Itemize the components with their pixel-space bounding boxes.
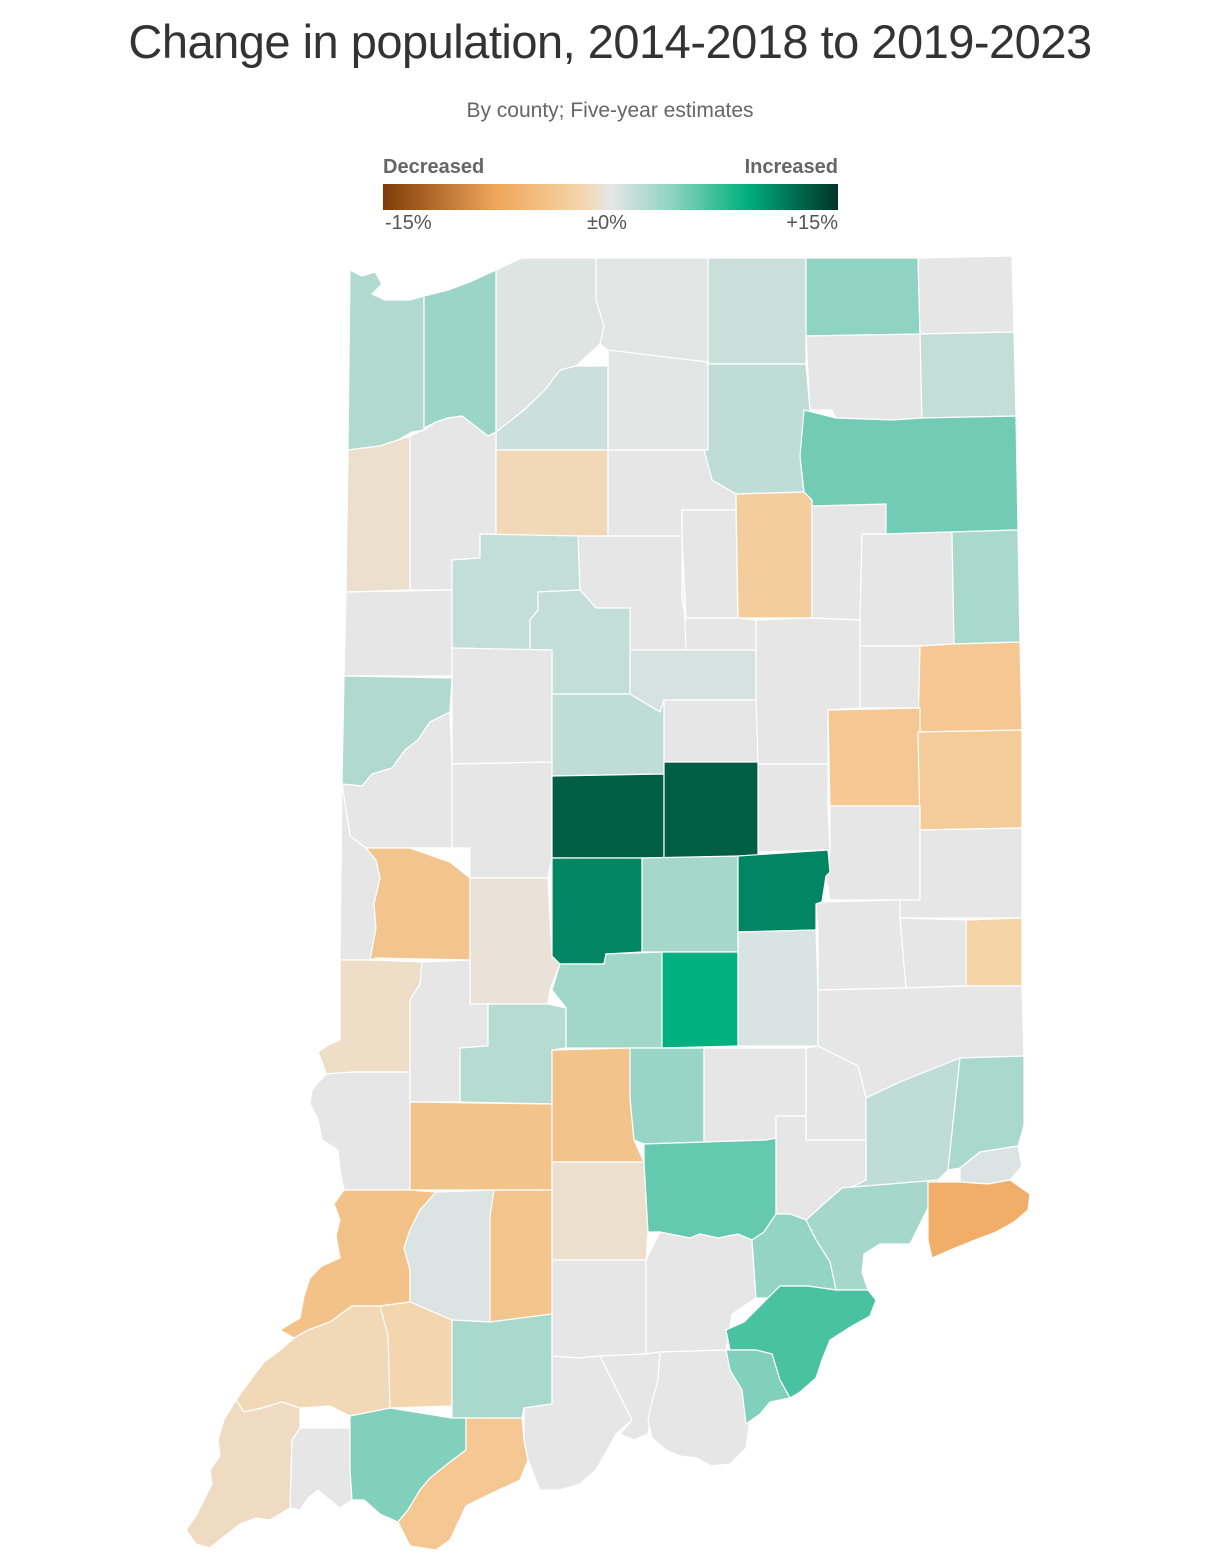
county-porter bbox=[423, 269, 497, 437]
county-blackford bbox=[859, 645, 921, 709]
county-putnam bbox=[469, 877, 561, 1005]
county-delaware bbox=[827, 707, 921, 807]
county-st-joseph bbox=[595, 257, 709, 363]
county-jackson bbox=[643, 1137, 777, 1241]
county-clinton bbox=[551, 693, 665, 777]
county-randolph bbox=[917, 729, 1023, 831]
county-jay bbox=[917, 641, 1023, 733]
county-kosciusko bbox=[703, 363, 811, 495]
legend-tick-max: +15% bbox=[786, 212, 838, 234]
county-noble bbox=[805, 333, 923, 421]
county-sullivan bbox=[309, 1071, 411, 1191]
county-vigo bbox=[317, 959, 423, 1075]
county-posey bbox=[185, 1398, 301, 1549]
county-brown bbox=[629, 1047, 705, 1145]
county-montgomery bbox=[451, 761, 553, 879]
map-subtitle: By county; Five-year estimates bbox=[466, 99, 754, 122]
county-greene bbox=[409, 1101, 553, 1191]
county-steuben bbox=[917, 255, 1015, 335]
county-layer bbox=[185, 255, 1031, 1551]
county-adams bbox=[951, 529, 1021, 645]
county-lake bbox=[347, 269, 425, 451]
county-benton bbox=[343, 589, 453, 677]
county-tipton bbox=[663, 699, 759, 763]
county-shelby bbox=[737, 929, 819, 1047]
county-pulaski bbox=[495, 449, 609, 537]
county-union bbox=[899, 917, 967, 989]
map-title: Change in population, 2014-2018 to 2019-… bbox=[128, 15, 1092, 68]
county-hendricks bbox=[551, 857, 643, 965]
indiana-county-map bbox=[185, 255, 1031, 1551]
county-newton bbox=[345, 435, 411, 593]
county-vanderburgh bbox=[289, 1427, 353, 1511]
county-floyd bbox=[725, 1349, 791, 1426]
legend-decreased-label: Decreased bbox=[383, 156, 485, 178]
legend-increased-label: Increased bbox=[744, 156, 838, 178]
county-pike bbox=[379, 1301, 453, 1409]
county-lagrange bbox=[805, 257, 921, 337]
county-whitley bbox=[735, 491, 813, 619]
county-fayette bbox=[965, 917, 1023, 987]
county-boone bbox=[551, 773, 665, 859]
county-switzerland bbox=[927, 1179, 1031, 1259]
county-morgan bbox=[551, 951, 663, 1049]
county-elkhart bbox=[707, 257, 807, 365]
county-lawrence bbox=[551, 1161, 649, 1261]
county-rush bbox=[815, 899, 907, 991]
county-marshall bbox=[607, 349, 709, 451]
county-dekalb bbox=[919, 331, 1017, 419]
county-perry bbox=[523, 1355, 633, 1491]
county-wabash bbox=[681, 509, 739, 619]
county-parke bbox=[364, 847, 471, 961]
legend-tick-min: -15% bbox=[385, 212, 432, 234]
color-legend: Decreased Increased -15% ±0% +15% bbox=[383, 156, 838, 238]
legend-gradient-bar bbox=[383, 184, 838, 210]
county-orange bbox=[551, 1259, 647, 1359]
county-hamilton bbox=[663, 761, 759, 859]
legend-tick-mid: ±0% bbox=[587, 212, 627, 234]
county-henry bbox=[825, 805, 921, 901]
county-hancock bbox=[737, 849, 831, 933]
county-dubois bbox=[451, 1313, 553, 1419]
county-marion bbox=[641, 855, 739, 953]
county-wells bbox=[859, 531, 955, 647]
county-madison bbox=[757, 763, 831, 853]
county-johnson bbox=[661, 951, 739, 1049]
county-martin bbox=[489, 1189, 553, 1323]
county-tippecanoe bbox=[451, 647, 553, 765]
county-crawford bbox=[599, 1351, 661, 1441]
